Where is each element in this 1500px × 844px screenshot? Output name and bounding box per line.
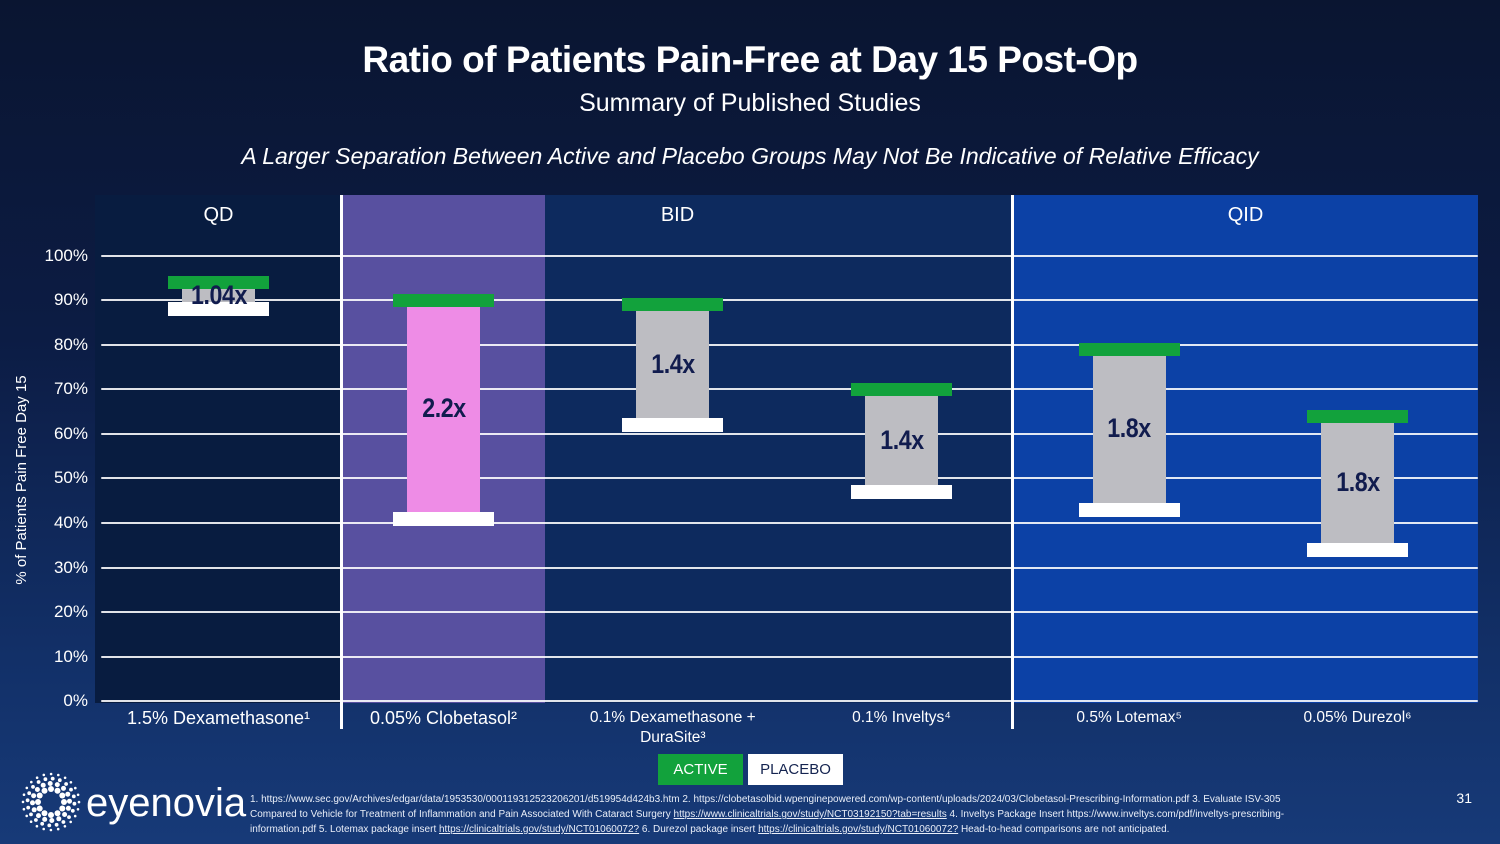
footnote-link[interactable]: https://clinicaltrials.gov/study/NCT0106…: [439, 824, 640, 835]
x-axis-study-label: 0.1% Dexamethasone + DuraSite³: [589, 709, 756, 746]
bar-placebo: [1078, 502, 1180, 517]
legend: ACTIVE PLACEBO: [658, 754, 843, 785]
section-header-qd: QD: [203, 204, 234, 226]
footnote-line: information.pdf 5. Lotemax package inser…: [250, 822, 1400, 837]
x-axis-study-label: 0.05% Durezol⁶: [1303, 709, 1412, 726]
ratio-label: 1.8x: [1335, 466, 1380, 497]
y-tick-label: 70%: [53, 379, 88, 399]
gridline-70: [101, 388, 1478, 391]
footnote-text: Compared to Vehicle for Treatment of Inf…: [250, 809, 674, 820]
bar-connector: [1092, 349, 1166, 510]
ratio-label: 2.2x: [421, 393, 466, 424]
bar-connector: [1321, 416, 1394, 550]
bar-active: [393, 293, 494, 307]
x-axis-study-label: 0.05% Clobetasol²: [369, 708, 518, 728]
gridline-40: [101, 522, 1478, 525]
section-bg-qid: [1013, 195, 1478, 703]
gridline-30: [101, 566, 1478, 569]
footnote-line: 1. https://www.sec.gov/Archives/edgar/da…: [250, 792, 1400, 807]
footnotes: 1. https://www.sec.gov/Archives/edgar/da…: [250, 792, 1400, 837]
bar-active: [622, 298, 724, 312]
bar-placebo: [168, 302, 269, 316]
y-tick-label: 50%: [53, 468, 88, 488]
bar-placebo: [851, 484, 952, 499]
y-tick-label: 80%: [53, 334, 88, 354]
y-tick-label: 20%: [53, 602, 88, 622]
footnote-text: 1. https://www.sec.gov/Archives/edgar/da…: [250, 794, 1281, 805]
y-tick-label: 0%: [63, 691, 88, 711]
page-subtitle: Summary of Published Studies: [579, 89, 921, 117]
page-number: 31: [1456, 790, 1472, 806]
gridline-90: [101, 299, 1478, 302]
section-header-qid: QID: [1227, 204, 1264, 226]
disclaimer-tagline: A Larger Separation Between Active and P…: [241, 143, 1259, 169]
footnote-link[interactable]: https://www.clinicaltrials.gov/study/NCT…: [673, 809, 947, 820]
gridline-80: [101, 343, 1478, 346]
bar-active: [1078, 342, 1180, 356]
logo-dot-burst-icon: [21, 772, 81, 832]
section-bg-qd: [95, 195, 342, 703]
section-divider: [340, 195, 343, 729]
section-divider: [1011, 195, 1014, 729]
ratio-label: 1.4x: [879, 424, 924, 455]
x-axis-study-label: 0.5% Lotemax⁵: [1076, 709, 1182, 726]
section-header-bid: BID: [660, 204, 695, 226]
footnote-text: information.pdf 5. Lotemax package inser…: [250, 824, 439, 835]
y-tick-label: 10%: [53, 646, 88, 666]
ratio-label: 1.8x: [1107, 413, 1151, 444]
gridline-0: [101, 700, 1478, 703]
footnote-text: 4. Inveltys Package Insert https://www.i…: [946, 809, 1285, 820]
bar-placebo: [622, 417, 724, 432]
y-tick-label: 100%: [44, 245, 88, 265]
ratio-label: 1.4x: [651, 348, 695, 379]
footnote-text: 6. Durezol package insert: [639, 824, 759, 835]
footnote-line: Compared to Vehicle for Treatment of Inf…: [250, 807, 1400, 822]
legend-placebo-swatch: PLACEBO: [748, 754, 843, 785]
bar-placebo: [393, 511, 494, 526]
gridline-50: [101, 477, 1478, 480]
y-tick-label: 90%: [53, 290, 88, 310]
gridline-10: [101, 655, 1478, 658]
footnote-text: Head-to-head comparisons are not anticip…: [958, 824, 1170, 835]
y-tick-label: 30%: [53, 557, 88, 577]
ratio-label: 1.04x: [190, 279, 247, 310]
gridline-20: [101, 611, 1478, 614]
y-tick-label: 40%: [53, 513, 88, 533]
bar-placebo: [1307, 542, 1408, 557]
y-tick-label: 60%: [53, 423, 88, 443]
bar-active: [168, 275, 269, 289]
bar-connector: [407, 300, 480, 519]
x-axis-study-label: 0.1% Inveltys⁴: [852, 709, 951, 726]
x-axis-study-label: 1.5% Dexamethasone¹: [126, 708, 311, 728]
eyenovia-logo: eyenovia: [21, 772, 247, 832]
gridline-60: [101, 432, 1478, 435]
logo-wordmark: eyenovia: [86, 781, 247, 825]
legend-active-swatch: ACTIVE: [658, 754, 743, 785]
bar-active: [1307, 409, 1408, 423]
gridline-100: [101, 254, 1478, 257]
bar-connector: [636, 304, 710, 425]
bar-connector: [865, 389, 938, 492]
page-title: Ratio of Patients Pain-Free at Day 15 Po…: [362, 39, 1138, 80]
bar-active: [851, 382, 952, 396]
footnote-link[interactable]: https://clinicaltrials.gov/study/NCT0106…: [758, 824, 959, 835]
